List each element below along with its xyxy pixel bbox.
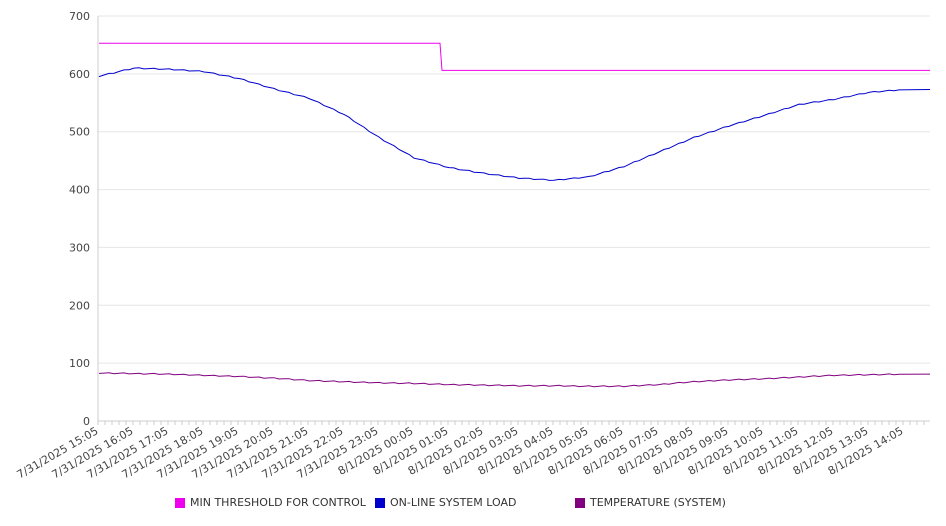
axes — [97, 16, 930, 425]
legend-swatch-min-threshold — [175, 497, 185, 508]
legend-label-min-threshold: MIN THRESHOLD FOR CONTROL — [190, 496, 366, 509]
legend-item-system-load[interactable]: ON-LINE SYSTEM LOAD — [375, 496, 516, 509]
y-tick-label: 700 — [69, 10, 90, 23]
gridlines — [98, 15, 930, 364]
legend-item-min-threshold[interactable]: MIN THRESHOLD FOR CONTROL — [175, 496, 366, 509]
y-tick-label: 0 — [83, 415, 90, 428]
y-tick-label: 500 — [69, 126, 90, 139]
legend: MIN THRESHOLD FOR CONTROL ON-LINE SYSTEM… — [0, 496, 946, 516]
y-tick-label: 600 — [69, 68, 90, 81]
series-lines — [98, 42, 931, 388]
legend-label-system-load: ON-LINE SYSTEM LOAD — [390, 496, 517, 509]
series-line-min-threshold — [99, 42, 930, 71]
legend-swatch-temperature — [575, 497, 585, 508]
legend-label-temperature: TEMPERATURE (SYSTEM) — [590, 496, 726, 509]
y-tick-label: 300 — [69, 241, 90, 254]
y-tick-label: 400 — [69, 184, 90, 197]
y-tick-label: 200 — [69, 299, 90, 312]
legend-item-temperature[interactable]: TEMPERATURE (SYSTEM) — [575, 496, 726, 509]
series-line-temperature — [98, 372, 931, 388]
legend-swatch-system-load — [375, 497, 385, 508]
series-line-system-load — [98, 67, 931, 181]
y-tick-label: 100 — [69, 357, 90, 370]
